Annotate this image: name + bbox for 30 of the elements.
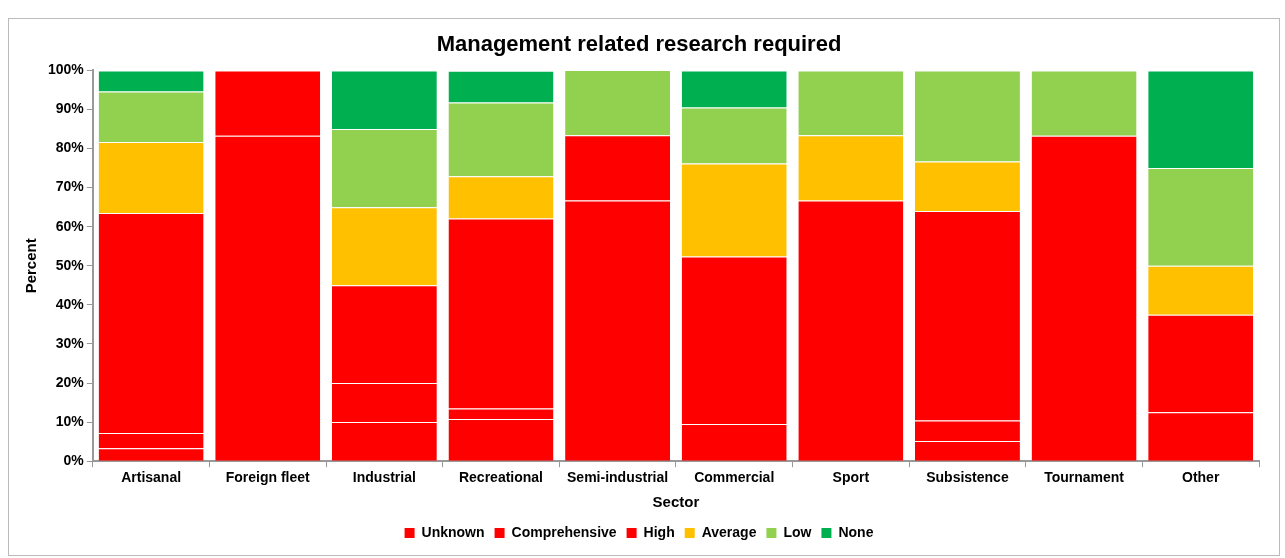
- x-tick-label: Other: [1182, 469, 1220, 486]
- y-tick-label: 100%: [47, 61, 85, 78]
- legend-label: High: [643, 523, 675, 540]
- y-tick-label: 20%: [55, 373, 85, 390]
- x-tick-label: Foreign fleet: [225, 469, 311, 486]
- y-tick-label: 10%: [55, 412, 85, 429]
- legend-label: Unknown: [421, 523, 485, 540]
- y-tick-label: 0%: [63, 452, 85, 469]
- x-tick-label: Subsistence: [926, 469, 1009, 486]
- y-tick-label: 80%: [55, 139, 85, 156]
- x-tick-label: Tournament: [1044, 469, 1125, 486]
- y-tick-label: 70%: [55, 178, 85, 195]
- legend-label: Low: [783, 523, 812, 540]
- x-tick-label: Industrial: [352, 469, 416, 486]
- x-tick-label: Commercial: [694, 469, 775, 486]
- legend-label: Average: [701, 523, 757, 540]
- x-tick-label: Sport: [832, 469, 870, 486]
- legend-label: Comprehensive: [511, 523, 617, 540]
- x-tick-label: Recreational: [458, 469, 543, 486]
- y-tick-label: 60%: [55, 217, 85, 234]
- chart-title: Management related research required: [436, 31, 842, 57]
- x-tick-label: Artisanal: [121, 469, 182, 486]
- y-axis-title: Percent: [22, 238, 40, 294]
- y-tick-label: 90%: [55, 100, 85, 117]
- y-tick-label: 50%: [55, 256, 85, 273]
- legend-label: None: [838, 523, 874, 540]
- y-tick-label: 40%: [55, 295, 85, 312]
- x-axis-title: Sector: [652, 493, 700, 511]
- x-tick-label: Semi-industrial: [567, 469, 669, 486]
- y-tick-label: 30%: [55, 334, 85, 351]
